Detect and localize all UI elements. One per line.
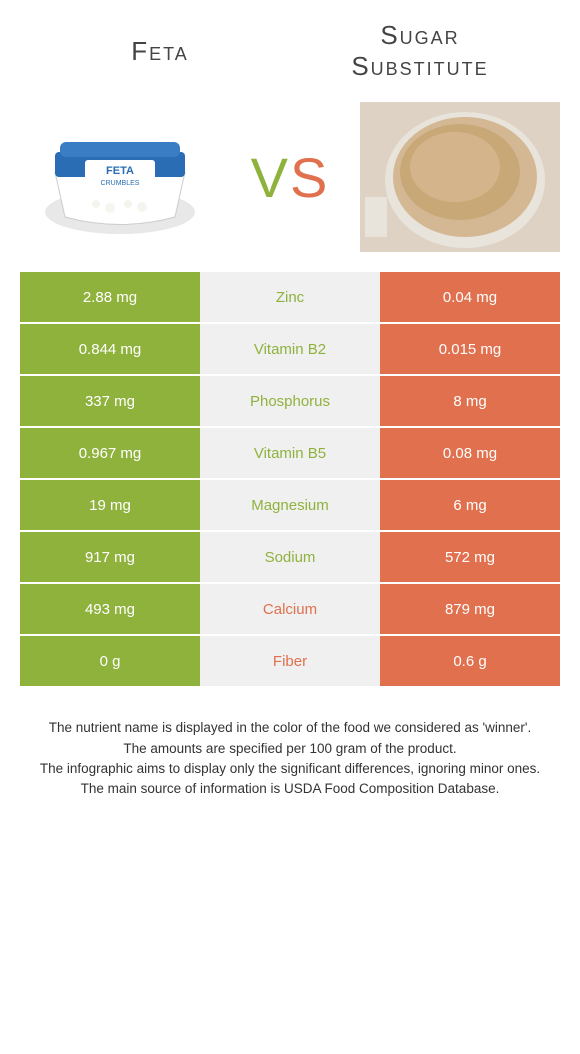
title-right-2: Substitute [351, 51, 488, 81]
table-row: 0.967 mgVitamin B50.08 mg [20, 428, 560, 480]
value-right: 0.6 g [380, 636, 560, 688]
table-row: 19 mgMagnesium6 mg [20, 480, 560, 532]
nutrient-label: Fiber [200, 636, 380, 688]
title-right: Sugar Substitute [290, 20, 550, 82]
comparison-table: 2.88 mgZinc0.04 mg0.844 mgVitamin B20.01… [20, 272, 560, 688]
nutrient-label: Vitamin B2 [200, 324, 380, 376]
table-row: 493 mgCalcium879 mg [20, 584, 560, 636]
vs-label: VS [251, 145, 330, 210]
table-row: 0.844 mgVitamin B20.015 mg [20, 324, 560, 376]
table-row: 0 gFiber0.6 g [20, 636, 560, 688]
nutrient-label: Sodium [200, 532, 380, 584]
feta-image: FETA CRUMBLES [20, 102, 220, 252]
value-left: 0.967 mg [20, 428, 200, 480]
value-right: 0.04 mg [380, 272, 560, 324]
nutrient-label: Phosphorus [200, 376, 380, 428]
value-right: 6 mg [380, 480, 560, 532]
svg-text:CRUMBLES: CRUMBLES [101, 180, 140, 187]
footnote-3: The infographic aims to display only the… [20, 759, 560, 779]
table-row: 337 mgPhosphorus8 mg [20, 376, 560, 428]
table-row: 2.88 mgZinc0.04 mg [20, 272, 560, 324]
table-row: 917 mgSodium572 mg [20, 532, 560, 584]
vs-v: V [251, 146, 290, 209]
value-left: 337 mg [20, 376, 200, 428]
value-right: 0.08 mg [380, 428, 560, 480]
header: Feta Sugar Substitute [0, 0, 580, 92]
footnotes: The nutrient name is displayed in the co… [0, 688, 580, 829]
footnote-1: The nutrient name is displayed in the co… [20, 718, 560, 738]
value-left: 493 mg [20, 584, 200, 636]
title-right-1: Sugar [380, 20, 459, 50]
footnote-2: The amounts are specified per 100 gram o… [20, 739, 560, 759]
images-row: FETA CRUMBLES VS [0, 92, 580, 272]
vs-s: S [290, 146, 329, 209]
svg-text:FETA: FETA [106, 165, 134, 177]
title-left: Feta [30, 36, 290, 67]
sugar-image [360, 102, 560, 252]
nutrient-label: Magnesium [200, 480, 380, 532]
nutrient-label: Calcium [200, 584, 380, 636]
value-right: 0.015 mg [380, 324, 560, 376]
nutrient-label: Zinc [200, 272, 380, 324]
value-left: 19 mg [20, 480, 200, 532]
value-left: 0.844 mg [20, 324, 200, 376]
value-right: 572 mg [380, 532, 560, 584]
nutrient-label: Vitamin B5 [200, 428, 380, 480]
value-right: 879 mg [380, 584, 560, 636]
value-left: 0 g [20, 636, 200, 688]
value-left: 917 mg [20, 532, 200, 584]
value-right: 8 mg [380, 376, 560, 428]
value-left: 2.88 mg [20, 272, 200, 324]
footnote-4: The main source of information is USDA F… [20, 779, 560, 799]
